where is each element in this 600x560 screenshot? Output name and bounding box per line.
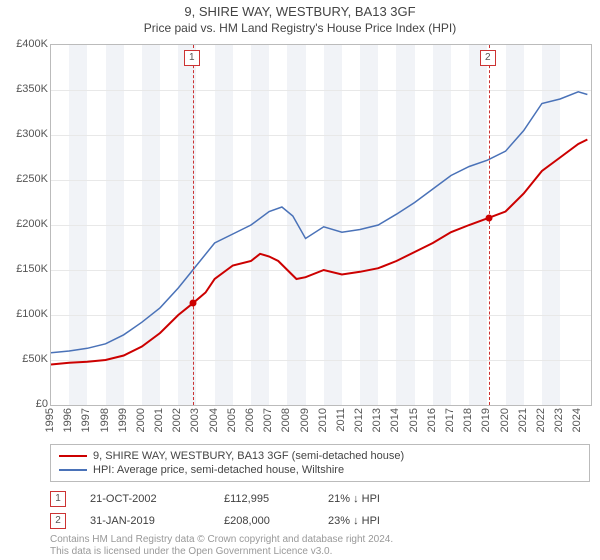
legend-swatch-paid [59,455,87,457]
x-axis-label: 2011 [335,408,347,432]
y-axis-label: £400K [0,38,48,50]
x-axis-label: 2022 [535,408,547,432]
x-axis-label: 2024 [571,408,583,432]
x-axis-label: 2019 [480,408,492,432]
sale-record-price: £208,000 [224,515,304,527]
x-axis-label: 2023 [553,408,565,432]
x-axis-label: 2018 [462,408,474,432]
sale-record-diff: 23% ↓ HPI [328,515,418,527]
y-axis-label: £350K [0,83,48,95]
x-axis-label: 1995 [44,408,56,432]
x-axis-label: 2010 [317,408,329,432]
x-axis-label: 2003 [189,408,201,432]
x-axis-label: 2015 [408,408,420,432]
legend-swatch-hpi [59,469,87,471]
sale-marker-badge: 1 [184,50,200,66]
x-axis-label: 2002 [171,408,183,432]
chart-title: 9, SHIRE WAY, WESTBURY, BA13 3GF [0,0,600,19]
x-axis-label: 2004 [208,408,220,432]
license-text: Contains HM Land Registry data © Crown c… [50,534,590,558]
x-axis-label: 2008 [280,408,292,432]
sale-marker-badge: 2 [480,50,496,66]
legend: 9, SHIRE WAY, WESTBURY, BA13 3GF (semi-d… [50,444,590,482]
x-axis-label: 2020 [499,408,511,432]
sale-record-diff: 21% ↓ HPI [328,493,418,505]
x-axis-label: 1996 [62,408,74,432]
y-axis-label: £50K [0,353,48,365]
x-axis-label: 2012 [353,408,365,432]
chart-subtitle: Price paid vs. HM Land Registry's House … [0,19,600,35]
legend-item-paid: 9, SHIRE WAY, WESTBURY, BA13 3GF (semi-d… [59,449,581,463]
x-axis-label: 2017 [444,408,456,432]
sale-point [189,300,196,307]
x-axis-label: 2005 [226,408,238,432]
chart-plot-area [50,44,592,406]
x-axis-label: 2009 [299,408,311,432]
y-axis-label: £150K [0,263,48,275]
y-axis-label: £200K [0,218,48,230]
x-axis-label: 2001 [153,408,165,432]
x-axis-label: 2014 [389,408,401,432]
x-axis-label: 2013 [371,408,383,432]
x-axis-label: 2016 [426,408,438,432]
license-line2: This data is licensed under the Open Gov… [50,546,590,558]
sale-marker-line [489,45,490,405]
sale-record-row: 1 21-OCT-2002 £112,995 21% ↓ HPI [50,488,590,510]
license-line1: Contains HM Land Registry data © Crown c… [50,534,590,546]
x-axis-label: 1998 [99,408,111,432]
y-axis-label: £100K [0,308,48,320]
sale-record-row: 2 31-JAN-2019 £208,000 23% ↓ HPI [50,510,590,532]
series-line-paid [51,140,587,365]
sale-record-date: 21-OCT-2002 [90,493,200,505]
y-axis-label: £250K [0,173,48,185]
y-axis-label: £300K [0,128,48,140]
legend-label-paid: 9, SHIRE WAY, WESTBURY, BA13 3GF (semi-d… [93,450,404,462]
x-axis-label: 2007 [262,408,274,432]
sale-records: 1 21-OCT-2002 £112,995 21% ↓ HPI 2 31-JAN-201… [50,488,590,532]
sale-point [485,214,492,221]
series-line-hpi [51,92,587,353]
y-axis-label: £0 [0,398,48,410]
sale-record-badge: 2 [50,513,66,529]
sale-record-badge: 1 [50,491,66,507]
legend-label-hpi: HPI: Average price, semi-detached house,… [93,464,344,476]
x-axis-label: 1999 [117,408,129,432]
x-axis-label: 2000 [135,408,147,432]
x-axis-label: 1997 [80,408,92,432]
sale-record-price: £112,995 [224,493,304,505]
x-axis-label: 2021 [517,408,529,432]
legend-item-hpi: HPI: Average price, semi-detached house,… [59,463,581,477]
sale-marker-line [193,45,194,405]
sale-record-date: 31-JAN-2019 [90,515,200,527]
x-axis-label: 2006 [244,408,256,432]
